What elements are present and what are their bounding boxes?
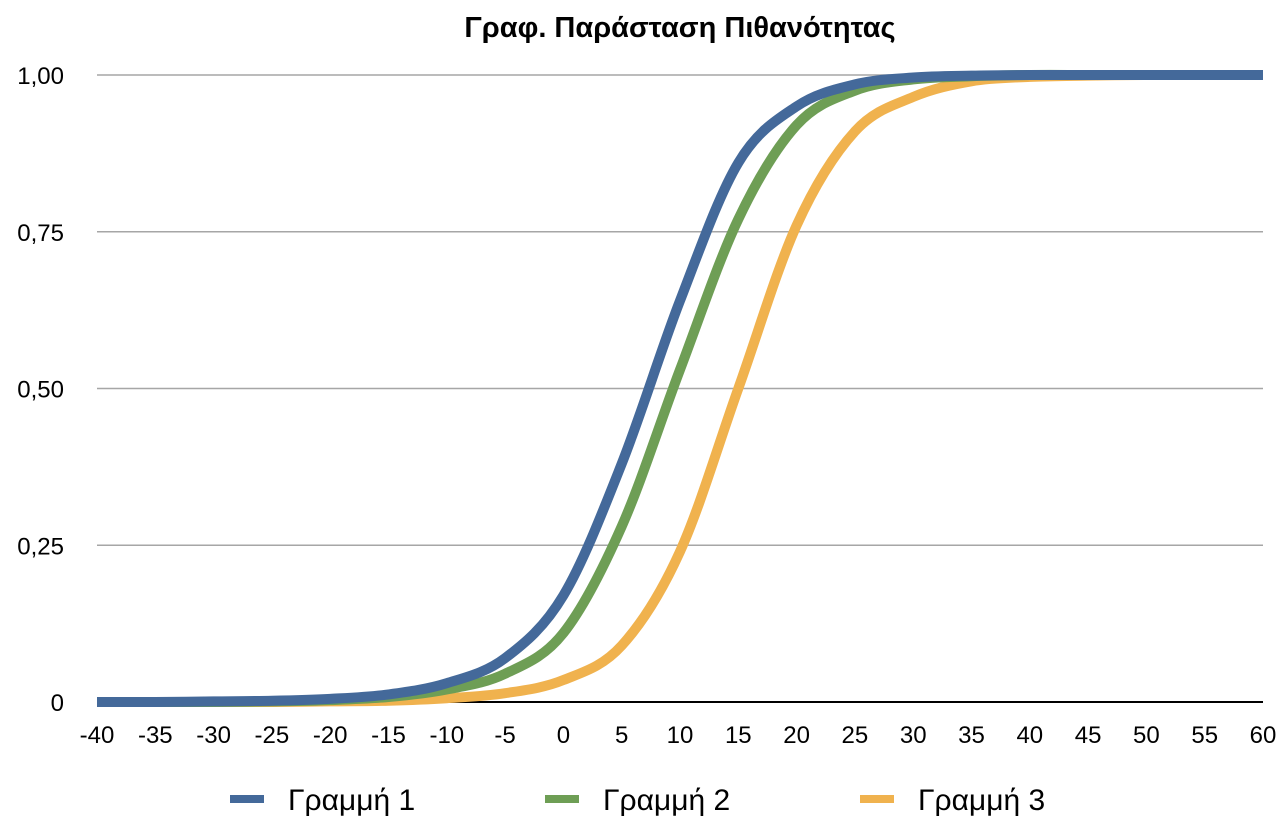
x-tick-label: -20 [313, 722, 348, 749]
x-tick-label: -15 [371, 722, 406, 749]
x-tick-label: -5 [494, 722, 515, 749]
y-axis-tick-labels: 0 0,25 0,50 0,75 1,00 [17, 63, 64, 717]
y-tick-label: 0,25 [17, 533, 64, 560]
x-axis-tick-labels: -40 -35 -30 -25 -20 -15 -10 -5 0 5 10 15 20 25 30 35 40 4… [80, 722, 1277, 749]
x-tick-label: 55 [1191, 722, 1218, 749]
series-lines [96, 69, 1263, 708]
y-tick-label: 0 [51, 690, 64, 717]
legend-label-2: Γραμμή 2 [603, 784, 730, 817]
x-tick-label: 35 [958, 722, 985, 749]
x-tick-label: 50 [1133, 722, 1160, 749]
x-tick-label: 40 [1016, 722, 1043, 749]
x-tick-label: 30 [900, 722, 927, 749]
x-tick-label: -35 [138, 722, 173, 749]
legend-label-3: Γραμμή 3 [918, 784, 1045, 817]
series-line-1 [96, 69, 1263, 708]
x-tick-label: 20 [783, 722, 810, 749]
legend-label-1: Γραμμή 1 [288, 784, 415, 817]
x-tick-label: 0 [557, 722, 570, 749]
x-tick-label: 45 [1075, 722, 1102, 749]
y-tick-label: 0,50 [17, 377, 64, 404]
y-tick-label: 0,75 [17, 220, 64, 247]
legend: Γραμμή 1 Γραμμή 2 Γραμμή 3 [230, 784, 1045, 817]
x-tick-label: -30 [196, 722, 231, 749]
x-tick-label: -10 [429, 722, 464, 749]
x-tick-label: 10 [667, 722, 694, 749]
x-tick-label: -25 [255, 722, 290, 749]
x-tick-label: 60 [1250, 722, 1277, 749]
x-tick-label: -40 [80, 722, 115, 749]
x-tick-label: 15 [725, 722, 752, 749]
x-tick-label: 5 [615, 722, 628, 749]
chart-title: Γραφ. Παράσταση Πιθανότητας [464, 12, 895, 44]
y-tick-label: 1,00 [17, 63, 64, 90]
x-tick-label: 25 [842, 722, 869, 749]
